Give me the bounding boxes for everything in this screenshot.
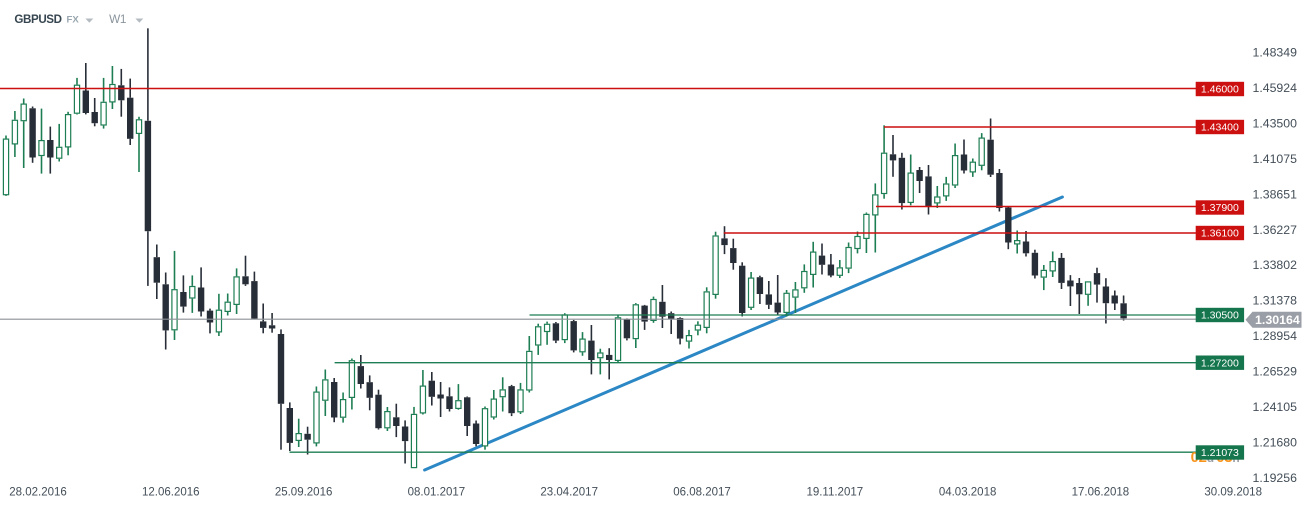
svg-text:1.45924: 1.45924 (1253, 81, 1298, 95)
svg-text:1.24105: 1.24105 (1253, 400, 1298, 414)
svg-text:W1: W1 (109, 12, 126, 26)
svg-text:1.27200: 1.27200 (1201, 357, 1239, 369)
svg-text:12.06.2016: 12.06.2016 (142, 487, 200, 499)
svg-text:1.21073: 1.21073 (1201, 447, 1239, 459)
svg-text:1.33802: 1.33802 (1253, 258, 1298, 272)
svg-text:1.30500: 1.30500 (1201, 310, 1239, 322)
svg-text:1.36100: 1.36100 (1201, 228, 1239, 240)
svg-text:1.31378: 1.31378 (1253, 294, 1298, 308)
svg-text:1.43500: 1.43500 (1253, 117, 1298, 131)
svg-text:28.02.2016: 28.02.2016 (9, 487, 67, 499)
svg-text:04.03.2018: 04.03.2018 (939, 487, 997, 499)
svg-text:23.04.2017: 23.04.2017 (540, 487, 598, 499)
svg-text:30.09.2018: 30.09.2018 (1204, 487, 1262, 499)
svg-text:1.46000: 1.46000 (1201, 84, 1239, 96)
svg-text:1.48349: 1.48349 (1253, 46, 1298, 60)
svg-text:06.08.2017: 06.08.2017 (673, 487, 731, 499)
svg-text:1.19256: 1.19256 (1253, 471, 1298, 485)
svg-text:25.09.2016: 25.09.2016 (275, 487, 333, 499)
svg-text:1.28954: 1.28954 (1253, 329, 1298, 343)
svg-text:08.01.2017: 08.01.2017 (408, 487, 466, 499)
svg-text:1.41075: 1.41075 (1253, 152, 1298, 166)
svg-text:1.26529: 1.26529 (1253, 365, 1298, 379)
svg-text:1.43400: 1.43400 (1201, 122, 1239, 134)
svg-text:1.36227: 1.36227 (1253, 223, 1298, 237)
svg-text:FX: FX (67, 15, 80, 26)
svg-text:1.30164: 1.30164 (1255, 313, 1300, 327)
svg-text:17.06.2018: 17.06.2018 (1072, 487, 1130, 499)
svg-text:1.37900: 1.37900 (1201, 202, 1239, 214)
svg-text:19.11.2017: 19.11.2017 (806, 487, 863, 499)
svg-text:GBPUSD: GBPUSD (14, 13, 61, 26)
svg-text:1.21680: 1.21680 (1253, 435, 1298, 449)
svg-text:1.38651: 1.38651 (1253, 187, 1298, 201)
